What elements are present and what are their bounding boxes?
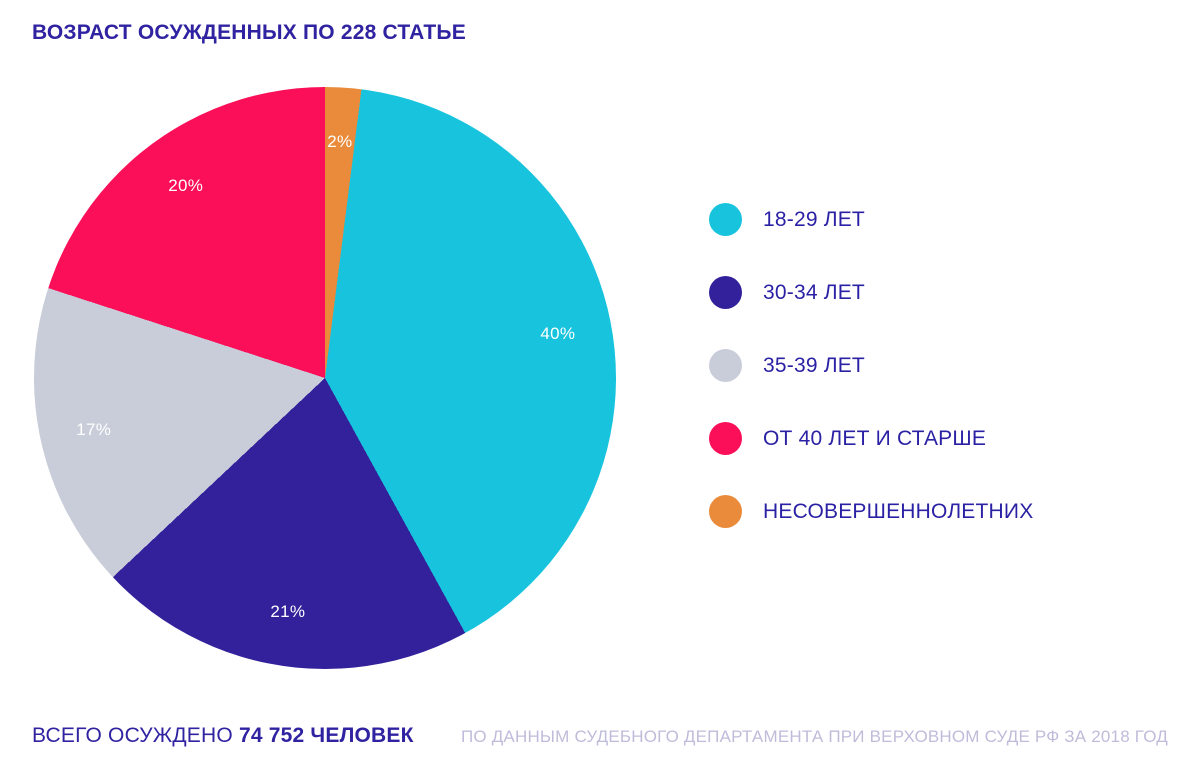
legend-label-minors: НЕСОВЕРШЕННОЛЕТНИХ [763,499,1034,523]
pie-chart: 40% 21% 17% 20% 2% [34,87,616,669]
total-value: 74 752 ЧЕЛОВЕК [238,724,414,747]
legend-item-18-29: 18-29 ЛЕТ [709,203,1033,236]
legend-dot-18-29-icon [709,203,742,236]
legend-item-35-39: 35-39 ЛЕТ [709,349,1033,382]
legend-item-30-34: 30-34 ЛЕТ [709,276,1033,309]
legend-dot-40-plus-icon [709,422,742,455]
total-convicted-text: ВСЕГО ОСУЖДЕНО 74 752 ЧЕЛОВЕК [32,724,414,748]
legend-label-35-39: 35-39 ЛЕТ [763,353,865,377]
total-prefix: ВСЕГО ОСУЖДЕНО [32,724,233,747]
slice-label-35-39: 17% [76,419,112,439]
legend-label-30-34: 30-34 ЛЕТ [763,280,865,304]
legend: 18-29 ЛЕТ 30-34 ЛЕТ 35-39 ЛЕТ ОТ 40 ЛЕТ … [709,203,1033,528]
legend-item-40-plus: ОТ 40 ЛЕТ И СТАРШЕ [709,422,1033,455]
legend-dot-minors-icon [709,495,742,528]
slice-label-18-29: 40% [540,323,576,343]
legend-dot-30-34-icon [709,276,742,309]
slice-label-30-34: 21% [270,602,306,622]
legend-label-40-plus: ОТ 40 ЛЕТ И СТАРШЕ [763,426,987,450]
data-source-text: ПО ДАННЫМ СУДЕБНОГО ДЕПАРТАМЕНТА ПРИ ВЕР… [460,727,1168,746]
slice-label-40-plus: 20% [168,176,204,196]
legend-item-minors: НЕСОВЕРШЕННОЛЕТНИХ [709,495,1033,528]
legend-dot-35-39-icon [709,349,742,382]
legend-label-18-29: 18-29 ЛЕТ [763,207,865,231]
page-title: ВОЗРАСТ ОСУЖДЕННЫХ ПО 228 СТАТЬЕ [32,21,466,44]
slice-label-minors: 2% [327,131,353,151]
